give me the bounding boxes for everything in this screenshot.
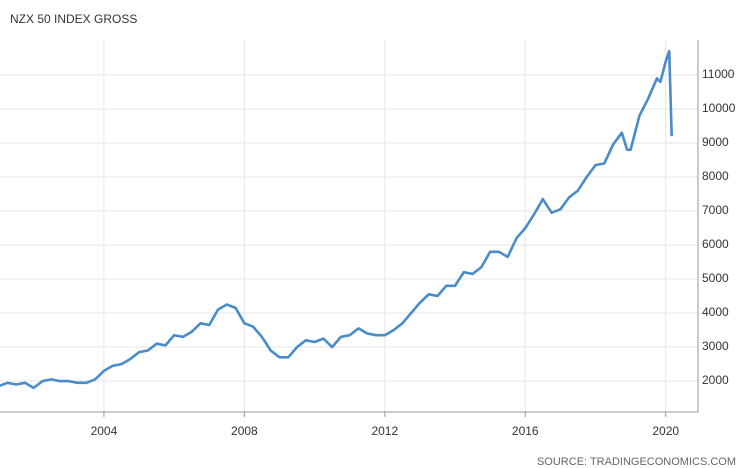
line	[0, 49, 673, 390]
chart-title: NZX 50 INDEX GROSS	[10, 12, 137, 26]
y-tick-label: 9000	[702, 135, 729, 149]
y-tick-label: 3000	[702, 339, 729, 353]
x-tick-label: 2004	[91, 424, 118, 438]
y-tick-label: 2000	[702, 373, 729, 387]
y-tick-label: 11000	[702, 67, 735, 81]
y-tick-label: 7000	[702, 203, 729, 217]
x-tick-label: 2020	[652, 424, 679, 438]
y-tick-label: 4000	[702, 305, 729, 319]
x-tick-label: 2016	[512, 424, 539, 438]
x-tick-label: 2008	[231, 424, 258, 438]
y-tick-label: 10000	[702, 101, 736, 115]
y-tick-label: 6000	[702, 237, 729, 251]
source: SOURCE: TRADINGECONOMICS.COM	[537, 456, 736, 468]
y-tick-label: 8000	[702, 169, 729, 183]
x-tick-label: 2012	[371, 424, 398, 438]
y-tick-label: 5000	[702, 271, 729, 285]
